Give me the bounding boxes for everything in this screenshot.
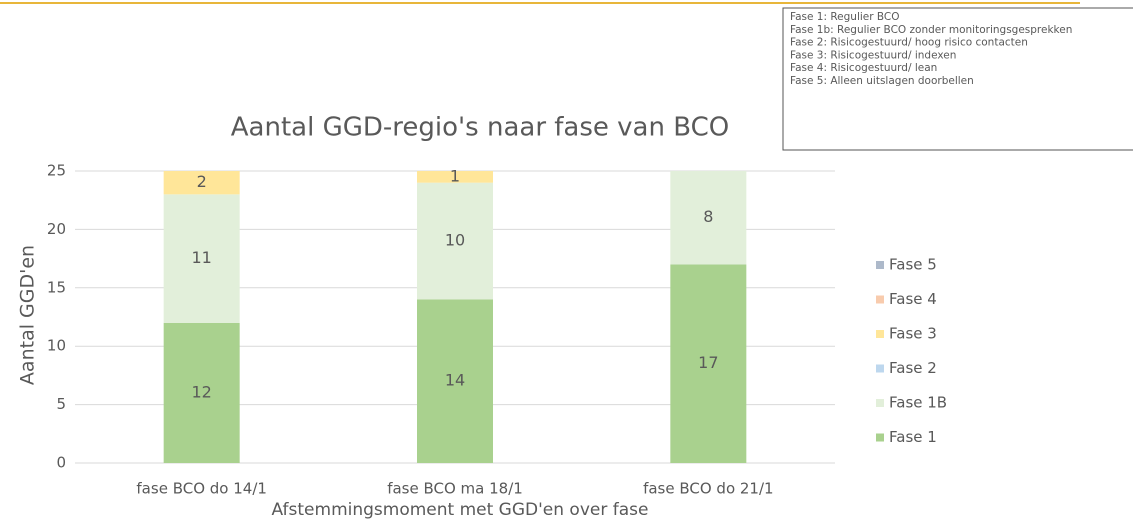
x-tick-label: fase BCO do 14/1 bbox=[136, 480, 267, 498]
annotation-line: Fase 2: Risicogestuurd/ hoog risico cont… bbox=[790, 37, 1028, 49]
bar-segment bbox=[670, 171, 747, 265]
bar-segment bbox=[163, 171, 240, 195]
legend-swatch bbox=[876, 399, 884, 407]
annotation-box bbox=[782, 7, 1133, 151]
data-label: 2 bbox=[197, 172, 207, 191]
data-label: 17 bbox=[698, 353, 718, 372]
legend-label: Fase 1B bbox=[889, 394, 947, 412]
bar-segment bbox=[670, 264, 747, 463]
y-tick-label: 0 bbox=[56, 454, 66, 472]
x-tick-label: fase BCO ma 18/1 bbox=[387, 480, 523, 498]
data-label: 12 bbox=[191, 382, 211, 401]
y-tick-label: 25 bbox=[47, 162, 66, 180]
bar-segment bbox=[163, 322, 240, 463]
bar-segment bbox=[417, 182, 493, 300]
y-tick-label: 15 bbox=[47, 278, 66, 296]
legend-label: Fase 1 bbox=[889, 428, 937, 446]
x-tick-label: fase BCO do 21/1 bbox=[643, 480, 774, 498]
annotation-line: Fase 3: Risicogestuurd/ indexen bbox=[790, 49, 956, 61]
data-label: 8 bbox=[703, 207, 713, 226]
annotation-line: Fase 4: Risicogestuurd/ lean bbox=[790, 62, 937, 74]
data-label: 10 bbox=[445, 231, 465, 250]
legend-swatch bbox=[876, 261, 884, 269]
bar-segment bbox=[417, 171, 493, 183]
bar-segment bbox=[417, 299, 493, 463]
data-label: 14 bbox=[445, 371, 465, 390]
bar-segment bbox=[163, 194, 240, 323]
chart-title: Aantal GGD-regio's naar fase van BCO bbox=[231, 113, 729, 143]
y-tick-label: 20 bbox=[47, 220, 66, 238]
legend-label: Fase 3 bbox=[889, 325, 937, 343]
annotation-line: Fase 5: Alleen uitslagen doorbellen bbox=[790, 75, 974, 87]
x-axis-label: Afstemmingsmoment met GGD'en over fase bbox=[272, 500, 649, 520]
y-axis-label: Aantal GGD'en bbox=[17, 245, 39, 385]
y-tick-label: 5 bbox=[56, 395, 66, 413]
legend-label: Fase 4 bbox=[889, 290, 937, 308]
annotation-line: Fase 1: Regulier BCO bbox=[790, 11, 900, 23]
legend-swatch bbox=[876, 330, 884, 338]
legend-swatch bbox=[876, 364, 884, 373]
legend-label: Fase 2 bbox=[889, 359, 937, 377]
data-label: 11 bbox=[191, 248, 211, 267]
annotation-line: Fase 1b: Regulier BCO zonder monitorings… bbox=[790, 24, 1072, 36]
legend-label: Fase 5 bbox=[889, 256, 937, 274]
y-tick-label: 10 bbox=[47, 337, 66, 355]
legend-swatch bbox=[876, 433, 884, 442]
data-label: 1 bbox=[450, 166, 460, 185]
legend-swatch bbox=[876, 295, 884, 304]
